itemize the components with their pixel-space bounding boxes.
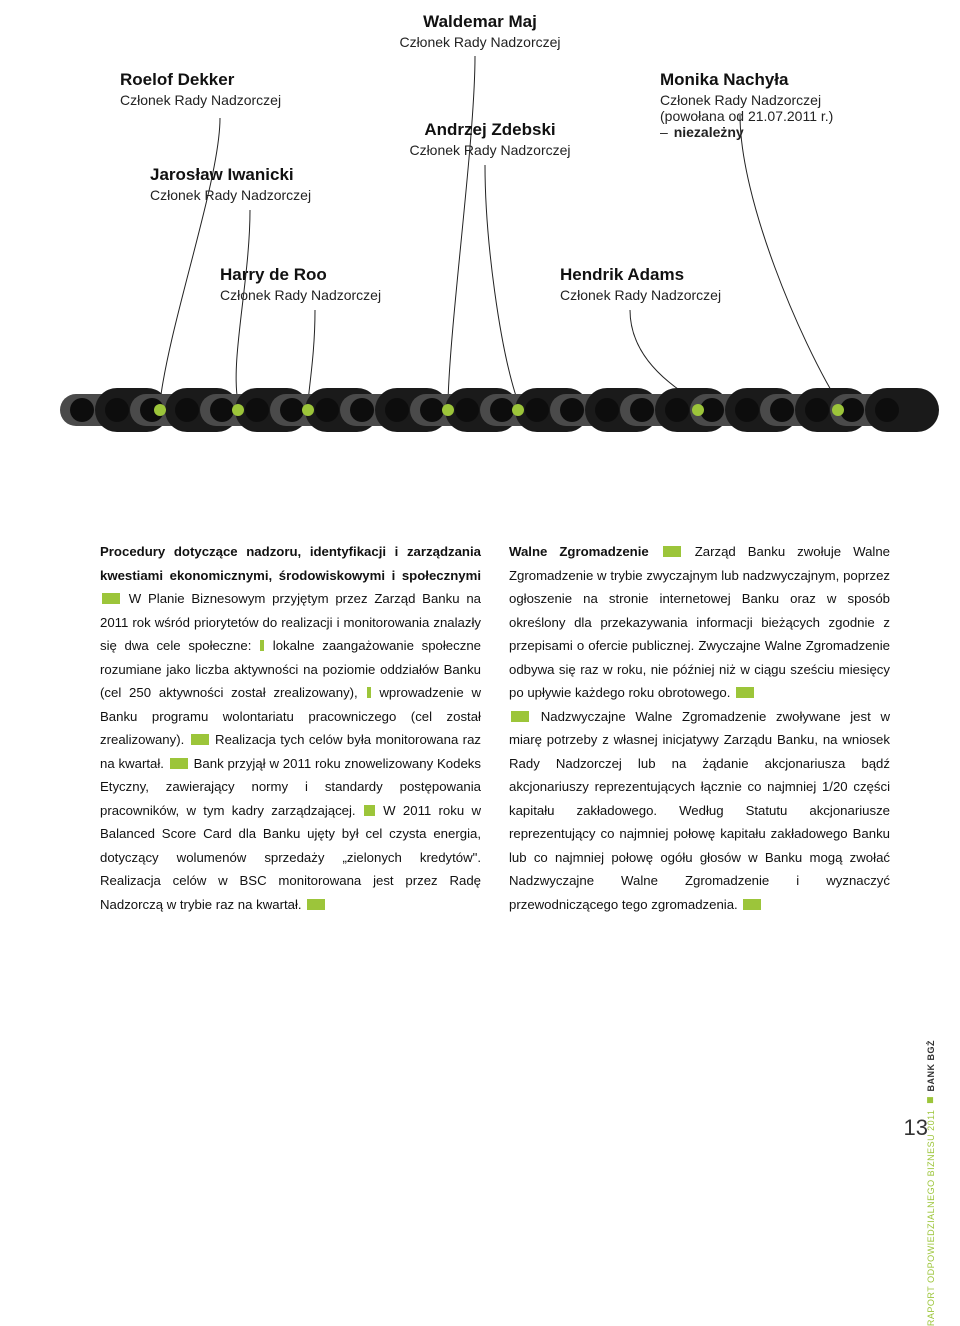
square-marker	[367, 687, 371, 698]
right-paragraph: Walne Zgromadzenie Zarząd Banku zwołuje …	[509, 540, 890, 705]
person-name: Andrzej Zdebski	[390, 120, 590, 140]
person-dekker: Roelof Dekker Członek Rady Nadzorczej	[120, 70, 281, 108]
person-adams: Hendrik Adams Członek Rady Nadzorczej	[560, 265, 721, 303]
square-marker	[511, 711, 529, 722]
person-name: Harry de Roo	[220, 265, 381, 285]
person-role: Członek Rady Nadzorczej	[660, 92, 833, 108]
person-role: Członek Rady Nadzorczej	[150, 187, 311, 203]
left-paragraph: Procedury dotyczące nadzoru, identyfikac…	[100, 540, 481, 916]
person-role: Członek Rady Nadzorczej	[390, 142, 590, 158]
spine-label: RAPORT ODPOWIEDZIALNEGO BIZNESU 2011 BAN…	[916, 560, 936, 1100]
person-role: Członek Rady Nadzorczej	[120, 92, 281, 108]
org-chart: Roelof Dekker Członek Rady Nadzorczej Ja…	[100, 20, 900, 460]
right-paragraph-2: Nadzwyczajne Walne Zgromadzenie zwoływan…	[509, 705, 890, 917]
square-marker	[663, 546, 681, 557]
person-zdebski: Andrzej Zdebski Członek Rady Nadzorczej	[390, 120, 590, 158]
person-name: Monika Nachyła	[660, 70, 833, 90]
square-marker	[736, 687, 754, 698]
page-number: 13	[904, 1115, 928, 1141]
square-marker	[364, 805, 375, 816]
person-iwanicki: Jarosław Iwanicki Członek Rady Nadzorcze…	[150, 165, 311, 203]
square-marker	[191, 734, 209, 745]
body-col-right: Walne Zgromadzenie Zarząd Banku zwołuje …	[509, 540, 890, 916]
person-note: (powołana od 21.07.2011 r.)	[660, 108, 833, 124]
square-marker	[102, 593, 120, 604]
square-marker	[927, 1098, 933, 1104]
person-name: Waldemar Maj	[380, 12, 580, 32]
person-nachyla: Monika Nachyła Członek Rady Nadzorczej (…	[660, 70, 833, 140]
square-marker	[743, 899, 761, 910]
chain-graphic	[60, 380, 940, 440]
person-role: Członek Rady Nadzorczej	[220, 287, 381, 303]
square-marker	[307, 899, 325, 910]
person-name: Hendrik Adams	[560, 265, 721, 285]
body-col-left: Procedury dotyczące nadzoru, identyfikac…	[100, 540, 481, 916]
person-note-2: – niezależny	[660, 124, 833, 140]
spine-text: RAPORT ODPOWIEDZIALNEGO BIZNESU 2011 BAN…	[926, 1040, 936, 1326]
person-deroo: Harry de Roo Członek Rady Nadzorczej	[220, 265, 381, 303]
body-columns: Procedury dotyczące nadzoru, identyfikac…	[100, 540, 890, 916]
person-name: Roelof Dekker	[120, 70, 281, 90]
person-maj: Waldemar Maj Członek Rady Nadzorczej	[380, 12, 580, 50]
person-role: Członek Rady Nadzorczej	[560, 287, 721, 303]
person-role: Członek Rady Nadzorczej	[380, 34, 580, 50]
person-name: Jarosław Iwanicki	[150, 165, 311, 185]
square-marker	[170, 758, 188, 769]
square-marker	[260, 640, 264, 651]
